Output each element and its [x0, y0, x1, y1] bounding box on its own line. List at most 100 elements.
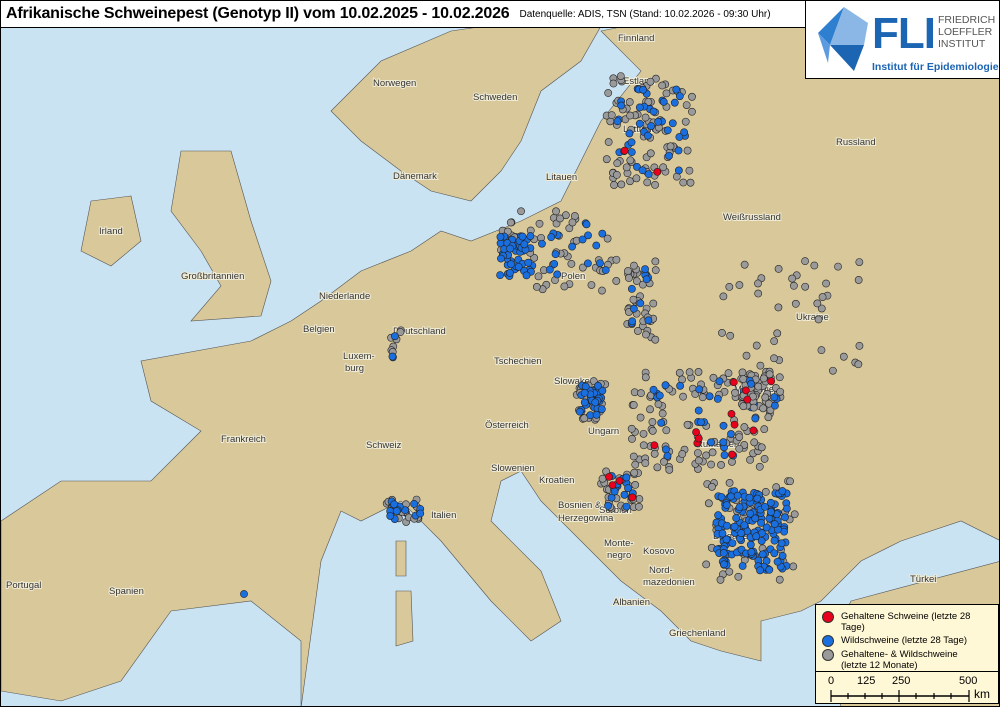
outbreak-point-12-months [724, 369, 733, 378]
fli-logo-mark [818, 7, 868, 71]
outbreak-point-wild-boar [770, 393, 779, 402]
outbreak-point-12-months [734, 572, 743, 581]
outbreak-point-12-months [731, 388, 739, 397]
outbreak-point-wild-boar [707, 438, 715, 447]
outbreak-point-wild-boar [719, 549, 728, 557]
legend-label-line: Gehaltene- & Wildschweine [841, 649, 958, 660]
outbreak-point-12-months [625, 98, 634, 106]
outbreak-point-wild-boar [416, 509, 425, 518]
outbreak-point-12-months [675, 368, 684, 377]
outbreak-point-12-months [761, 393, 770, 402]
outbreak-point-wild-boar [496, 233, 505, 241]
outbreak-point-wild-boar [598, 229, 607, 238]
outbreak-point-12-months [627, 424, 636, 433]
outbreak-point-12-months [679, 392, 687, 401]
outbreak-point-wild-boar [770, 536, 779, 545]
outbreak-point-wild-boar [583, 259, 592, 268]
outbreak-point-12-months [686, 178, 695, 187]
outbreak-point-12-months [624, 274, 633, 282]
legend-label: Gehaltene Schweine (letzte 28 Tage) [841, 611, 971, 633]
country-label: mazedonien [643, 577, 695, 588]
outbreak-point-wild-boar [697, 418, 705, 427]
outbreak-point-12-months [813, 299, 822, 308]
country-label: Luxem- [343, 351, 375, 362]
outbreak-point-12-months [609, 79, 618, 88]
outbreak-point-wild-boar [568, 242, 576, 251]
outbreak-point-wild-boar [753, 494, 762, 503]
outbreak-point-wild-boar [717, 493, 726, 501]
outbreak-point-wild-boar [733, 491, 742, 500]
outbreak-point-domestic-pig [615, 476, 624, 485]
outbreak-point-wild-boar [740, 521, 749, 530]
country-label: Österreich [485, 420, 529, 431]
outbreak-point-12-months [639, 441, 648, 450]
logo-name: FRIEDRICH LOEFFLER INSTITUT [938, 14, 995, 50]
great-britain [170, 150, 272, 322]
outbreak-point-12-months [679, 178, 688, 187]
outbreak-point-wild-boar [675, 133, 684, 141]
outbreak-point-12-months [814, 315, 823, 324]
outbreak-point-wild-boar [643, 131, 652, 140]
outbreak-point-12-months [770, 337, 779, 346]
outbreak-point-12-months [698, 393, 707, 402]
outbreak-point-12-months [694, 368, 703, 376]
outbreak-point-12-months [662, 89, 671, 98]
outbreak-point-12-months [759, 374, 768, 383]
outbreak-point-12-months [789, 562, 798, 571]
outbreak-point-12-months [770, 354, 778, 363]
outbreak-point-12-months [789, 281, 798, 290]
outbreak-point-wild-boar [594, 381, 602, 390]
outbreak-point-12-months [702, 451, 711, 460]
outbreak-point-12-months [654, 400, 663, 409]
outbreak-point-12-months [776, 387, 785, 396]
outbreak-point-12-months [739, 375, 748, 383]
outbreak-point-wild-boar [591, 398, 600, 407]
outbreak-point-12-months [570, 212, 579, 220]
country-label: Deutschland [393, 326, 446, 337]
outbreak-point-wild-boar [672, 85, 681, 94]
outbreak-point-12-months [817, 346, 826, 355]
outbreak-point-12-months [754, 382, 763, 391]
outbreak-point-12-months [750, 438, 759, 447]
outbreak-point-wild-boar [601, 266, 610, 275]
outbreak-point-12-months [567, 259, 576, 268]
outbreak-point-12-months [707, 460, 715, 469]
outbreak-point-wild-boar [719, 438, 728, 447]
outbreak-point-wild-boar [627, 284, 636, 293]
outbreak-point-wild-boar [647, 122, 656, 130]
outbreak-point-wild-boar [657, 418, 666, 427]
outbreak-point-12-months [651, 335, 660, 344]
outbreak-point-wild-boar [723, 521, 731, 530]
outbreak-point-12-months [683, 146, 692, 155]
scale-unit: km [974, 687, 990, 701]
outbreak-point-12-months [607, 111, 616, 120]
legend-label-line: (letzte 12 Monate) [841, 660, 918, 671]
country-label: Türkei [910, 574, 936, 585]
outbreak-point-12-months [665, 465, 674, 474]
outbreak-point-12-months [756, 361, 765, 370]
outbreak-point-12-months [650, 449, 659, 458]
outbreak-point-wild-boar [659, 97, 668, 106]
outbreak-point-wild-boar [722, 501, 731, 509]
outbreak-point-wild-boar [745, 493, 754, 502]
outbreak-point-wild-boar [613, 117, 622, 126]
outbreak-point-12-months [629, 295, 638, 304]
outbreak-point-12-months [636, 413, 645, 422]
blue-dot-icon [822, 635, 834, 647]
country-label: negro [607, 550, 631, 561]
outbreak-point-12-months [822, 279, 830, 288]
outbreak-point-wild-boar [635, 103, 644, 112]
outbreak-point-wild-boar [761, 502, 769, 511]
outbreak-point-12-months [552, 207, 560, 216]
country-label: Niederlande [319, 291, 370, 302]
outbreak-point-12-months [754, 289, 763, 298]
outbreak-point-wild-boar [665, 151, 673, 160]
outbreak-point-12-months [568, 218, 577, 227]
outbreak-point-wild-boar [497, 254, 505, 263]
scale-tick: 500 [959, 675, 978, 687]
outbreak-point-12-months [828, 366, 837, 375]
logo-institute: Institut für Epidemiologie [872, 61, 999, 73]
outbreak-point-12-months [685, 166, 694, 175]
outbreak-point-wild-boar [597, 405, 606, 414]
